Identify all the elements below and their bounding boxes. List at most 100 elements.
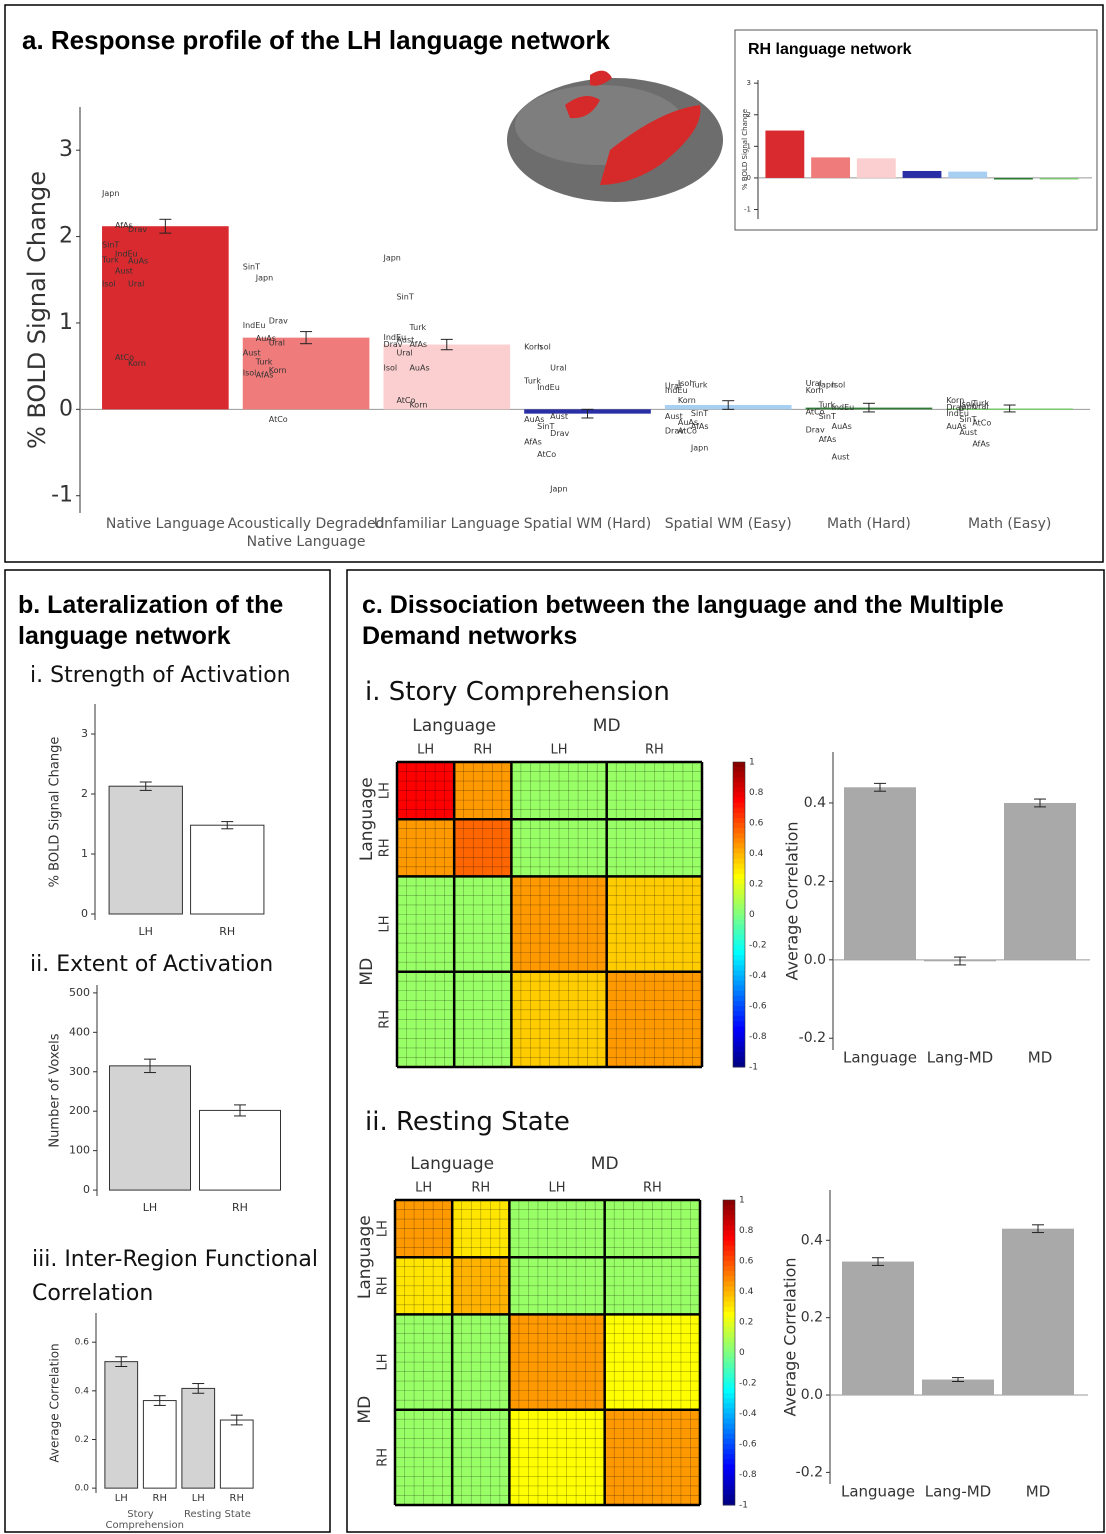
language-label: Japn bbox=[818, 381, 836, 390]
error-bar bbox=[1032, 1224, 1044, 1234]
colorbar-strip bbox=[723, 1291, 735, 1298]
hemisphere-label: RH bbox=[471, 1181, 490, 1196]
y-tick-label: 0 bbox=[59, 396, 73, 421]
subpanel-title: ii. Resting State bbox=[365, 1107, 570, 1137]
colorbar-strip bbox=[723, 1423, 735, 1430]
language-label: Turk bbox=[523, 376, 541, 385]
y-axis-label: Average Correlation bbox=[48, 1343, 62, 1462]
colorbar-tick-label: -0.4 bbox=[739, 1409, 757, 1419]
bar bbox=[142, 1400, 177, 1489]
language-label: AfAs bbox=[409, 340, 427, 349]
colorbar-strip bbox=[723, 1311, 735, 1318]
panel-b-border bbox=[4, 569, 331, 1533]
error-bar bbox=[874, 782, 886, 792]
language-label: Isol bbox=[959, 400, 973, 409]
colorbar-strip bbox=[723, 1398, 735, 1404]
colorbar-strip bbox=[733, 1046, 745, 1053]
colorbar-strip bbox=[723, 1367, 735, 1374]
x-tick-label: LH bbox=[143, 1201, 157, 1214]
colorbar-strip bbox=[723, 1454, 735, 1460]
colorbar-strip bbox=[733, 878, 745, 885]
y-tick-label: 2 bbox=[59, 224, 73, 249]
colorbar-frame bbox=[722, 1199, 736, 1506]
colorbar-tick-label: 0.4 bbox=[749, 849, 764, 859]
colorbar-strip bbox=[733, 873, 745, 880]
heatmap-block bbox=[509, 1257, 605, 1315]
language-label: IndEu bbox=[243, 321, 266, 330]
colorbar-strip bbox=[723, 1484, 735, 1491]
bar bbox=[1039, 177, 1079, 180]
colorbar-strip bbox=[723, 1474, 735, 1481]
language-label: Isol bbox=[102, 280, 116, 289]
language-label: AuAs bbox=[946, 422, 966, 431]
hemisphere-label: LH bbox=[549, 1181, 566, 1196]
colorbar-strip bbox=[723, 1220, 735, 1226]
colorbar-strip bbox=[733, 965, 745, 971]
y-tick-label: 0 bbox=[747, 174, 751, 182]
group-label: MD bbox=[355, 1396, 375, 1424]
y-tick-label: 0.2 bbox=[75, 1435, 89, 1445]
language-label: Aust bbox=[396, 336, 414, 345]
hemisphere-label: LH bbox=[376, 1354, 391, 1371]
error-bar bbox=[159, 218, 172, 234]
colorbar-tick-label: 0.6 bbox=[739, 1257, 754, 1267]
language-label: Drav bbox=[665, 426, 684, 435]
bar bbox=[199, 1109, 281, 1191]
colorbar-strip bbox=[733, 899, 745, 905]
error-bar bbox=[872, 1257, 884, 1266]
heatmap-block bbox=[395, 1314, 453, 1410]
heatmap-block bbox=[454, 819, 512, 877]
colorbar-strip bbox=[733, 802, 745, 809]
x-tick-label: Math (Easy) bbox=[967, 516, 1052, 532]
language-label: Isol bbox=[537, 343, 551, 352]
language-label: Ural bbox=[806, 379, 822, 388]
heatmap-block bbox=[509, 1200, 605, 1258]
colorbar-tick-label: -1 bbox=[739, 1501, 748, 1511]
panel-a-border bbox=[4, 4, 1104, 563]
heatmap-block bbox=[454, 762, 512, 820]
language-label: Isol bbox=[243, 369, 257, 378]
bar bbox=[181, 1387, 216, 1489]
colorbar-strip bbox=[723, 1250, 735, 1257]
x-tick-label: MD bbox=[1026, 1483, 1051, 1501]
y-axis-label: Average Correlation bbox=[781, 1257, 800, 1416]
heatmap-block bbox=[511, 876, 607, 972]
bar bbox=[219, 1419, 254, 1489]
colorbar-strip bbox=[733, 1016, 745, 1022]
heatmap-block bbox=[397, 819, 455, 877]
colorbar-strip bbox=[723, 1261, 735, 1267]
colorbar-strip bbox=[723, 1444, 735, 1450]
panel-a-title: a. Response profile of the LH language n… bbox=[22, 25, 610, 55]
language-label: Japn bbox=[549, 484, 567, 493]
heatmap-block bbox=[509, 1314, 605, 1410]
language-label: Ural bbox=[972, 402, 988, 411]
bar bbox=[383, 344, 511, 410]
error-bar bbox=[300, 331, 313, 345]
hemisphere-label: LH bbox=[376, 1220, 391, 1237]
language-label: Isol bbox=[832, 381, 846, 390]
colorbar-tick-label: -1 bbox=[749, 1063, 758, 1073]
heatmap-block bbox=[606, 819, 702, 877]
language-label: Ural bbox=[550, 363, 566, 372]
language-label: Korn bbox=[678, 396, 696, 405]
colorbar-strip bbox=[733, 934, 745, 941]
colorbar-tick-label: 0 bbox=[749, 910, 755, 920]
colorbar-strip bbox=[733, 889, 745, 895]
language-label: AfAs bbox=[691, 422, 709, 431]
bar bbox=[108, 785, 183, 915]
y-tick-label: 300 bbox=[69, 1065, 90, 1078]
bar bbox=[102, 226, 229, 410]
y-tick-label: 0.0 bbox=[804, 952, 826, 968]
heatmap-block bbox=[397, 762, 455, 820]
colorbar-strip bbox=[723, 1337, 735, 1343]
language-label: Korn bbox=[524, 343, 542, 352]
colorbar-strip bbox=[723, 1393, 735, 1399]
x-tick-label: MD bbox=[1028, 1049, 1053, 1067]
y-tick-label: 0.4 bbox=[801, 1232, 823, 1248]
group-label: Language bbox=[355, 1215, 375, 1299]
x-tick-label: RH bbox=[219, 925, 235, 938]
bar bbox=[856, 158, 896, 178]
language-label: AuAs bbox=[524, 415, 544, 424]
error-bar bbox=[153, 1395, 166, 1406]
